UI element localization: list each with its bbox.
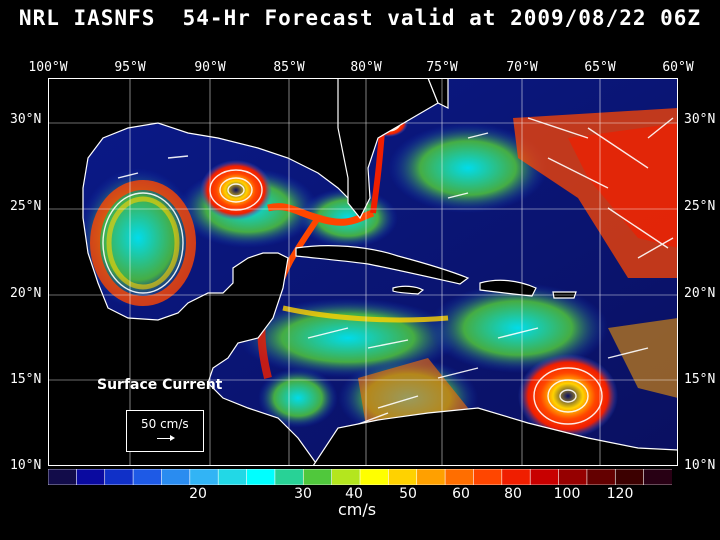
reference-vector-box: 50 cm/s bbox=[126, 410, 204, 452]
colorbar-swatch bbox=[217, 469, 248, 485]
colorbar-tick: 60 bbox=[452, 486, 470, 502]
colorbar-swatch bbox=[132, 469, 163, 485]
jamaica-land bbox=[392, 285, 425, 295]
colorbar-swatch bbox=[104, 469, 134, 485]
colorbar-units: cm/s bbox=[338, 500, 377, 519]
lon-label: 95°W bbox=[114, 60, 146, 75]
colorbar-tick: 120 bbox=[606, 486, 634, 502]
lat-label: 30°N bbox=[10, 112, 42, 127]
lon-label: 100°W bbox=[28, 60, 68, 75]
lat-label: 25°N bbox=[684, 199, 716, 214]
field-label: Surface Current bbox=[97, 377, 223, 393]
lon-label: 70°W bbox=[506, 60, 538, 75]
north-america-land bbox=[48, 78, 369, 466]
cuba-land bbox=[295, 245, 470, 285]
lat-label: 20°N bbox=[10, 286, 42, 301]
colorbar bbox=[48, 469, 672, 485]
colorbar-swatch bbox=[161, 469, 191, 485]
lat-label: 20°N bbox=[684, 286, 716, 301]
colorbar-swatch bbox=[302, 469, 333, 485]
colorbar-tick: 100 bbox=[553, 486, 581, 502]
colorbar-swatch bbox=[558, 469, 588, 485]
colorbar-swatch bbox=[48, 469, 78, 485]
colorbar-swatch bbox=[388, 469, 418, 485]
lat-label: 30°N bbox=[684, 112, 716, 127]
lat-label: 15°N bbox=[684, 372, 716, 387]
south-america-land bbox=[312, 407, 678, 466]
lat-label: 10°N bbox=[10, 458, 42, 473]
north-america-east-land bbox=[427, 78, 449, 109]
colorbar-swatch bbox=[331, 469, 361, 485]
lon-label: 90°W bbox=[194, 60, 226, 75]
lat-label: 15°N bbox=[10, 372, 42, 387]
lon-label: 85°W bbox=[273, 60, 305, 75]
colorbar-tick: 40 bbox=[345, 486, 363, 502]
land-masses bbox=[48, 78, 678, 466]
lon-label: 75°W bbox=[426, 60, 458, 75]
graticule bbox=[48, 78, 678, 466]
colorbar-tick: 50 bbox=[399, 486, 417, 502]
colorbar-tick: 20 bbox=[189, 486, 207, 502]
lat-label: 10°N bbox=[684, 458, 716, 473]
colorbar-swatch bbox=[274, 469, 305, 485]
surface-current-map bbox=[48, 78, 678, 466]
colorbar-swatch bbox=[643, 469, 672, 485]
colorbar-swatch bbox=[359, 469, 390, 485]
colorbar-swatch bbox=[586, 469, 617, 485]
colorbar-swatch bbox=[246, 469, 276, 485]
lon-label: 60°W bbox=[662, 60, 694, 75]
lon-label: 80°W bbox=[350, 60, 382, 75]
lat-label: 25°N bbox=[10, 199, 42, 214]
map-title: NRL IASNFS 54-Hr Forecast valid at 2009/… bbox=[18, 6, 702, 30]
reference-arrow-icon bbox=[157, 435, 175, 441]
colorbar-swatch bbox=[444, 469, 475, 485]
colorbar-swatch bbox=[189, 469, 219, 485]
colorbar-swatch bbox=[529, 469, 560, 485]
colorbar-swatch bbox=[416, 469, 446, 485]
colorbar-tick: 30 bbox=[294, 486, 312, 502]
lon-label: 65°W bbox=[584, 60, 616, 75]
colorbar-tick: 80 bbox=[504, 486, 522, 502]
colorbar-swatch bbox=[76, 469, 106, 485]
colorbar-swatch bbox=[473, 469, 503, 485]
reference-vector-label: 50 cm/s bbox=[141, 417, 189, 431]
colorbar-swatch bbox=[501, 469, 531, 485]
colorbar-swatch bbox=[614, 469, 645, 485]
